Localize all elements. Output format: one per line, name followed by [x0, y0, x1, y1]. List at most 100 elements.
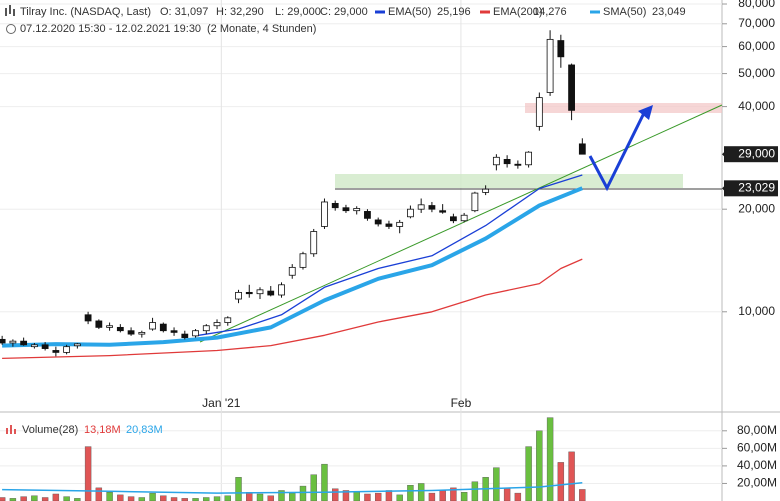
volume-title: Volume(28) — [22, 424, 78, 436]
annotations — [199, 103, 723, 343]
candle-body — [546, 38, 554, 93]
candle-body — [353, 208, 361, 212]
volume-bar — [41, 497, 49, 501]
candle-body — [428, 205, 436, 210]
price-label-pointer — [722, 148, 728, 161]
candle-body — [482, 188, 490, 193]
volume-bar — [460, 492, 468, 501]
ma-line — [2, 186, 584, 348]
candle-body — [288, 266, 296, 276]
candle-body — [41, 344, 49, 349]
volume-bar — [138, 497, 146, 501]
x-tick-label: Feb — [451, 396, 472, 410]
volume-bar — [170, 497, 178, 501]
support-zone — [335, 174, 683, 188]
volume-bar — [385, 490, 393, 501]
candle-body — [385, 223, 393, 227]
candle-body — [138, 331, 146, 335]
y-tick-label: 20,00M — [737, 476, 777, 490]
volume-bar — [0, 497, 6, 501]
candle-body — [374, 219, 382, 225]
chart-icon — [5, 5, 15, 16]
y-tick-label: 80,00M — [737, 423, 777, 437]
volume-bar — [428, 492, 436, 501]
candle-body — [557, 40, 565, 58]
volume-bar — [514, 492, 522, 501]
candle-body — [20, 340, 28, 346]
y-tick-label: 50,000 — [738, 66, 775, 80]
ma-line — [2, 258, 583, 360]
volume-bar — [396, 494, 403, 501]
volume-bar — [117, 494, 124, 501]
volume-bar — [364, 493, 371, 501]
y-tick-label: 60,000 — [738, 39, 775, 53]
volume-bar — [299, 485, 307, 501]
legend-value: 25,196 — [437, 6, 471, 18]
ohlc-label: L: 29,000 — [275, 6, 321, 18]
candle-body — [235, 291, 242, 300]
volume-bar — [503, 487, 511, 501]
volume-bar — [310, 474, 317, 501]
volume-bar — [31, 495, 38, 501]
volume-bar — [20, 496, 27, 501]
candle-body — [492, 156, 500, 166]
period: 07.12.2020 15:30 - 12.02.2021 19:30 — [20, 23, 201, 35]
candle-body — [449, 216, 457, 222]
candle-body — [578, 143, 586, 155]
volume-bar — [332, 488, 339, 501]
volume-bar — [342, 490, 350, 501]
y-tick-label: 40,00M — [737, 458, 777, 472]
candle-body — [310, 231, 318, 255]
plot — [0, 30, 586, 501]
candle-body — [202, 325, 210, 332]
candle-body — [0, 338, 6, 344]
price-label: 23,029 — [738, 180, 775, 194]
title: Tilray Inc. (NASDAQ, Last) — [20, 6, 151, 18]
candle-body — [73, 343, 81, 347]
candle-body — [535, 97, 543, 127]
candle-body — [460, 214, 468, 222]
volume-bar — [235, 477, 242, 501]
header: Tilray Inc. (NASDAQ, Last) O: 31,097 H: … — [5, 5, 368, 35]
volume-bar — [160, 495, 167, 501]
period-note: (2 Monate, 4 Stunden) — [207, 23, 316, 35]
forecast-arrow — [588, 105, 653, 192]
price-label-box — [724, 180, 778, 197]
candle-body — [342, 207, 350, 212]
y-tick-label: 20,000 — [738, 201, 775, 215]
candle-body — [245, 291, 253, 295]
candle-body — [514, 163, 522, 166]
legend-label: EMA(50) — [388, 6, 431, 18]
volume-bar — [439, 490, 446, 501]
legend-label: EMA(200) — [493, 6, 543, 18]
price-label: 29,000 — [738, 146, 775, 160]
candle-body — [159, 323, 167, 332]
volume-bar — [471, 481, 479, 501]
y-tick-label: 40,000 — [738, 99, 775, 113]
volume-bar — [353, 492, 360, 501]
ohlc-label: C: 29,000 — [320, 6, 368, 18]
clock-icon — [6, 24, 16, 34]
y-tick-label: 10,000 — [738, 304, 775, 318]
volume-bar — [127, 496, 135, 501]
trend-line — [199, 104, 723, 343]
price-label-pointer — [722, 182, 728, 195]
candle-body — [364, 211, 371, 219]
candle-body — [106, 325, 113, 328]
candle-body — [439, 210, 447, 213]
candle-body — [9, 340, 17, 344]
candle-body — [407, 208, 414, 218]
volume-bar — [546, 417, 554, 501]
volume-bar — [536, 430, 543, 501]
candle-body — [170, 330, 178, 333]
candle-body — [321, 201, 328, 227]
legend-value: 14,276 — [533, 6, 567, 18]
volume-bar — [149, 492, 156, 501]
resistance-zone — [525, 103, 722, 113]
candle-body — [568, 64, 575, 111]
candle-body — [149, 322, 156, 330]
price-label-box — [724, 146, 778, 163]
volume-bar — [579, 489, 586, 501]
